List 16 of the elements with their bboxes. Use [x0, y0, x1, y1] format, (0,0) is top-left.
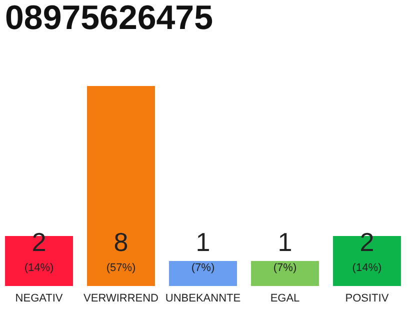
data-label: 2 — [32, 227, 46, 257]
annotation: (57%) — [106, 262, 136, 274]
x-tick-label: POSITIV — [345, 292, 390, 304]
annotation: (7%) — [273, 262, 297, 274]
annotation: (7%) — [191, 262, 215, 274]
data-label: 1 — [196, 227, 210, 257]
x-tick-label: UNBEKANNTE — [165, 292, 241, 304]
chart-title: 08975626475 — [5, 0, 214, 37]
data-label: 1 — [278, 227, 292, 257]
annotation: (14%) — [352, 262, 382, 274]
x-tick-label: EGAL — [270, 292, 300, 304]
data-label: 2 — [360, 227, 374, 257]
x-tick-label: NEGATIV — [15, 292, 64, 304]
x-tick-label: VERWIRREND — [84, 292, 159, 304]
data-label: 8 — [114, 227, 128, 257]
annotation: (14%) — [24, 262, 54, 274]
